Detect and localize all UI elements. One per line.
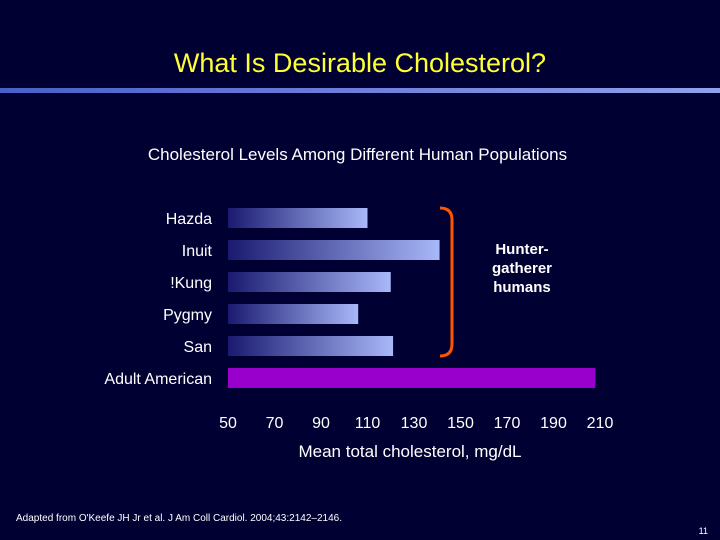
- x-tick-label: 70: [266, 415, 284, 432]
- page-number: 11: [698, 526, 708, 536]
- x-tick-labels: 50 70 90 110 130 150 170 190 210: [219, 415, 613, 432]
- category-label: San: [184, 339, 212, 356]
- category-label: !Kung: [170, 275, 212, 292]
- x-tick-label: 190: [540, 415, 567, 432]
- x-tick-label: 170: [494, 415, 521, 432]
- bar-hazda: [228, 208, 368, 228]
- hunter-gatherer-annotation: Hunter-gatherer humans: [491, 241, 553, 296]
- category-label: Inuit: [182, 243, 213, 260]
- chart-bars: [228, 208, 596, 388]
- title-rule: [0, 88, 720, 93]
- hunter-gatherer-bracket: [439, 206, 454, 358]
- bar-pygmy: [228, 304, 359, 324]
- x-tick-label: 110: [355, 415, 381, 432]
- chart-title: Cholesterol Levels Among Different Human…: [147, 145, 568, 164]
- bar-kung: [228, 272, 391, 292]
- bar-chart: Hazda Inuit !Kung Pygmy San Adult American 50…: [104, 206, 613, 432]
- bar-inuit: [228, 240, 440, 260]
- category-labels: Hazda Inuit !Kung Pygmy San Adult American: [104, 211, 212, 388]
- category-label: Adult American: [104, 371, 212, 388]
- x-tick-label: 210: [587, 415, 614, 432]
- category-label: Hazda: [166, 211, 212, 228]
- category-label: Pygmy: [163, 307, 212, 324]
- x-axis-label: Mean total cholesterol, mg/dL: [298, 442, 522, 461]
- bar-adult-american: [228, 368, 596, 388]
- x-tick-label: 90: [312, 415, 330, 432]
- slide-title: What Is Desirable Cholesterol?: [173, 48, 547, 78]
- x-tick-label: 130: [401, 415, 428, 432]
- x-tick-label: 150: [447, 415, 474, 432]
- bar-san: [228, 336, 394, 356]
- citation: Adapted from O'Keefe JH Jr et al. J Am C…: [16, 513, 342, 524]
- x-tick-label: 50: [219, 415, 237, 432]
